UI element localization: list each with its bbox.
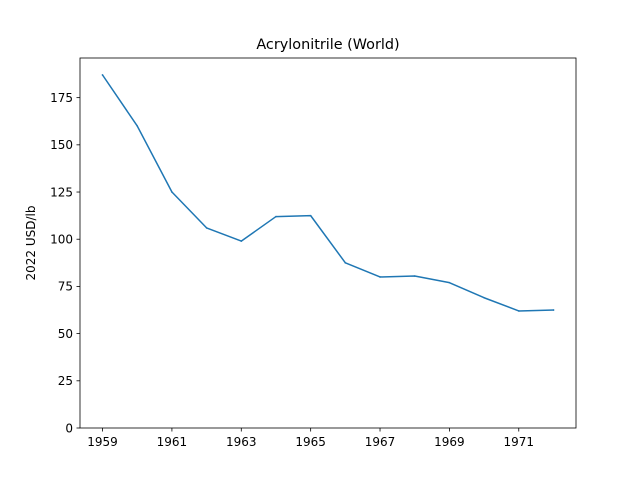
y-tick-label: 75 [58, 280, 73, 294]
y-tick-label: 175 [50, 91, 73, 105]
data-point [205, 227, 208, 229]
plot-area [80, 58, 576, 428]
x-tick-label: 1959 [87, 435, 118, 449]
y-tick-label: 0 [65, 421, 73, 435]
x-tick-label: 1971 [503, 435, 534, 449]
x-tick-label: 1963 [226, 435, 257, 449]
data-point [379, 276, 381, 278]
y-tick-label: 50 [58, 327, 73, 341]
data-point [483, 296, 485, 299]
x-tick-label: 1961 [157, 435, 188, 449]
x-axis-ticks: 1959 1961 1963 1965 1967 1969 1971 [87, 428, 534, 449]
data-point [517, 310, 520, 312]
data-point [448, 281, 451, 284]
y-tick-label: 25 [58, 374, 73, 388]
data-point [136, 125, 139, 127]
x-tick-label: 1965 [295, 435, 326, 449]
y-tick-label: 125 [50, 185, 73, 199]
data-point [240, 240, 243, 242]
x-tick-label: 1967 [365, 435, 396, 449]
data-point [101, 74, 104, 76]
data-point [275, 215, 277, 218]
data-point [171, 191, 173, 193]
y-tick-label: 100 [50, 233, 73, 247]
y-tick-label: 150 [50, 138, 73, 152]
data-point [413, 275, 416, 277]
chart-title: Acrylonitrile (World) [256, 37, 399, 53]
y-axis-label: 2022 USD/lb [24, 206, 38, 281]
data-point [309, 214, 312, 217]
x-tick-label: 1969 [434, 435, 465, 449]
data-point [552, 309, 555, 311]
plot-frame [79, 57, 577, 429]
series-layer [101, 73, 555, 312]
data-point [344, 262, 347, 264]
series-line [101, 73, 555, 312]
y-axis-ticks: 0 25 50 75 100 125 150 175 [50, 91, 80, 435]
